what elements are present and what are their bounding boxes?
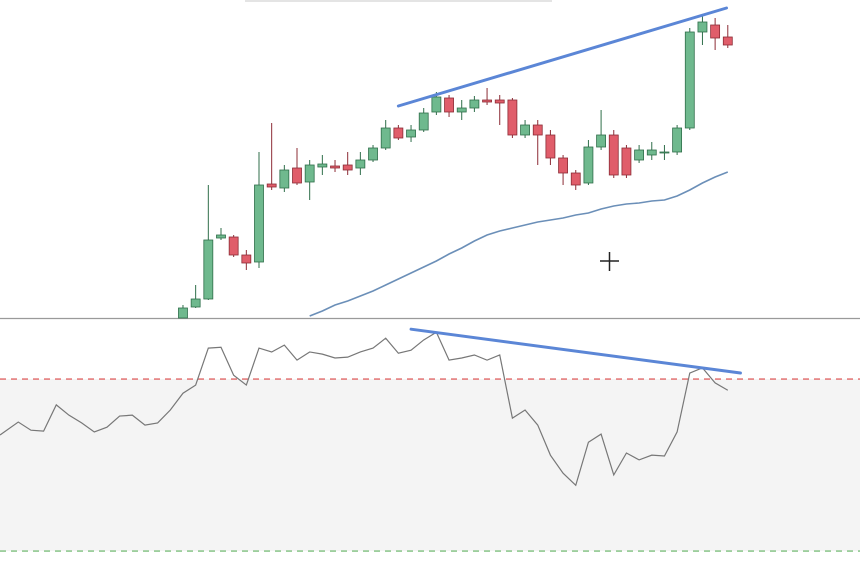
candle-body bbox=[431, 96, 442, 113]
candle-body bbox=[342, 164, 353, 171]
candle-body bbox=[317, 163, 328, 168]
candle-body bbox=[710, 24, 721, 39]
candle-body bbox=[646, 149, 657, 156]
candle-body bbox=[393, 127, 404, 139]
candle-body bbox=[520, 124, 530, 136]
moving-average bbox=[309, 171, 729, 317]
trendline bbox=[409, 327, 742, 375]
candle-body bbox=[368, 147, 378, 161]
candle-body bbox=[190, 298, 201, 308]
candle-body bbox=[406, 129, 416, 138]
candle-body bbox=[558, 157, 568, 174]
candle-body bbox=[241, 254, 252, 264]
crosshair-cursor bbox=[600, 252, 619, 271]
candle-body bbox=[608, 134, 619, 176]
candle-body bbox=[266, 183, 277, 188]
candle-body bbox=[659, 151, 670, 154]
candle-body bbox=[380, 127, 391, 149]
indicator-line bbox=[0, 331, 729, 487]
candle-body bbox=[634, 149, 644, 161]
trendline bbox=[396, 6, 729, 108]
toolbar-edge bbox=[245, 0, 552, 2]
candle-body bbox=[254, 184, 264, 263]
candle-body bbox=[507, 99, 518, 136]
candle-body bbox=[418, 112, 429, 131]
candle-body bbox=[684, 31, 695, 129]
price-panel bbox=[178, 6, 733, 319]
candle-body bbox=[596, 134, 606, 148]
candle-body bbox=[444, 97, 454, 113]
candle-body bbox=[621, 147, 632, 176]
candle-body bbox=[178, 307, 188, 319]
candle-body bbox=[216, 234, 226, 239]
candle-body bbox=[203, 239, 214, 300]
candle-body bbox=[279, 169, 290, 189]
candle-body bbox=[494, 99, 505, 104]
level-band bbox=[0, 379, 860, 552]
candle-body bbox=[228, 236, 239, 256]
candle-body bbox=[304, 164, 315, 183]
candle-body bbox=[469, 99, 480, 109]
candle-body bbox=[583, 146, 594, 184]
candle-body bbox=[355, 159, 366, 169]
candle-body bbox=[570, 172, 581, 186]
candle-body bbox=[722, 36, 733, 46]
candle-body bbox=[292, 167, 302, 184]
indicator-panel bbox=[0, 327, 860, 552]
candle-body bbox=[532, 124, 543, 136]
candle-body bbox=[456, 107, 467, 113]
candle-body bbox=[482, 99, 492, 103]
candle-body bbox=[545, 134, 556, 159]
candle-body bbox=[330, 165, 340, 169]
candle-body bbox=[697, 21, 708, 33]
candle-body bbox=[672, 127, 683, 153]
